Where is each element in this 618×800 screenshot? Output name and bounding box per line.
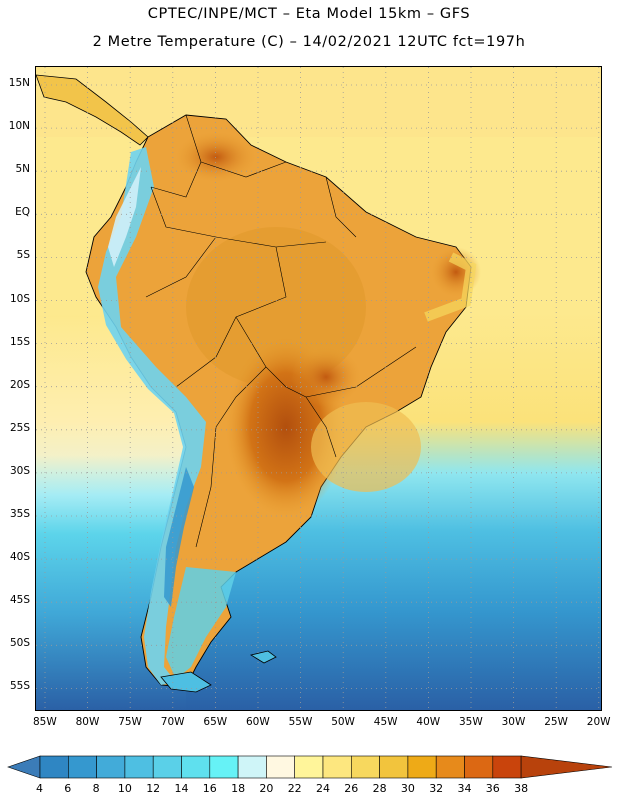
colorbar-tick-label: 12: [146, 782, 161, 795]
colorbar-box: [68, 755, 97, 779]
patagonia: [166, 567, 236, 679]
colorbar-box: [492, 755, 522, 779]
lon-label: 35W: [459, 716, 483, 728]
colorbar: [7, 755, 613, 779]
lon-label: 25W: [544, 716, 568, 728]
colorbar-tick-label: 18: [231, 782, 246, 795]
colorbar-tick-label: 30: [400, 782, 415, 795]
lon-label: 85W: [33, 716, 57, 728]
andes-cold-band: [98, 147, 206, 685]
colorbar-tick-label: 34: [457, 782, 472, 795]
lon-label: 80W: [75, 716, 100, 728]
colorbar-tick-label: 10: [117, 782, 132, 795]
colorbar-tick-label: 26: [344, 782, 359, 795]
lat-label: 35S: [9, 508, 30, 520]
colorbar-box: [294, 755, 324, 779]
colorbar-tick-label: 6: [64, 782, 72, 795]
colorbar-box: [350, 755, 380, 779]
colorbar-tick-label: 8: [92, 782, 100, 795]
lon-label: 65W: [203, 716, 228, 728]
colorbar-tick-label: 38: [514, 782, 529, 795]
colorbar-tick-label: 14: [174, 782, 189, 795]
colorbar-box: [322, 755, 352, 779]
lat-label: 10N: [8, 120, 30, 133]
colorbar-tick-label: 32: [429, 782, 444, 795]
lat-label: 25S: [9, 421, 30, 434]
chart-subtitle: 2 Metre Temperature (C) – 14/02/2021 12U…: [92, 34, 526, 50]
colorbar-tick-label: 36: [485, 782, 500, 795]
falkland-islands: [249, 650, 277, 664]
lat-label: 5N: [15, 163, 30, 176]
country-borders: [145, 114, 417, 548]
lon-label: 75W: [118, 716, 142, 728]
central-america: [36, 74, 149, 146]
colorbar-box: [464, 755, 494, 779]
colorbar-box: [181, 755, 211, 779]
colorbar-box: [435, 755, 465, 779]
colorbar-tick-label: 16: [202, 782, 217, 795]
colorbar-box: [379, 755, 409, 779]
lat-label: 40S: [9, 551, 30, 564]
lon-label: 20W: [586, 716, 611, 728]
chart-title: CPTEC/INPE/MCT – Eta Model 15km – GFS: [147, 6, 471, 22]
colorbar-tick-label: 28: [372, 782, 387, 795]
map-panel: [35, 66, 602, 711]
lat-label: 20S: [9, 378, 30, 391]
colorbar-box: [407, 755, 437, 779]
colorbar-box: [266, 755, 295, 779]
colorbar-box: [209, 755, 239, 779]
lat-label: 5S: [16, 249, 30, 262]
colorbar-tick-label: 24: [316, 782, 330, 795]
colorbar-tick-label: 22: [287, 782, 302, 795]
colorbar-box: [96, 755, 126, 779]
colorbar-arrow-high: [520, 755, 613, 779]
lat-label: 15S: [9, 335, 30, 348]
lat-label: 30S: [9, 464, 30, 477]
lon-label: 50W: [331, 716, 355, 728]
colorbar-tick-label: 4: [36, 782, 43, 795]
lon-label: 55W: [288, 716, 313, 728]
lat-label: 10S: [9, 292, 30, 305]
lon-label: 60W: [246, 716, 270, 728]
colorbar-box: [237, 755, 267, 779]
colorbar-box: [39, 755, 69, 779]
lat-label: EQ: [15, 206, 30, 219]
lon-label: 30W: [501, 716, 526, 728]
colorbar-box: [152, 755, 182, 779]
colorbar-box: [124, 755, 154, 779]
colorbar-arrow-low: [7, 755, 41, 779]
lat-label: 45S: [9, 594, 30, 607]
lon-label: 70W: [160, 716, 185, 728]
colorbar-tick-label: 20: [259, 782, 274, 795]
lat-label: 50S: [9, 637, 30, 650]
temperature-map: [36, 67, 601, 710]
lat-label: 15N: [8, 77, 30, 89]
lon-label: 40W: [416, 716, 441, 728]
lat-label: 55S: [9, 680, 30, 693]
lon-label: 45W: [373, 716, 398, 728]
